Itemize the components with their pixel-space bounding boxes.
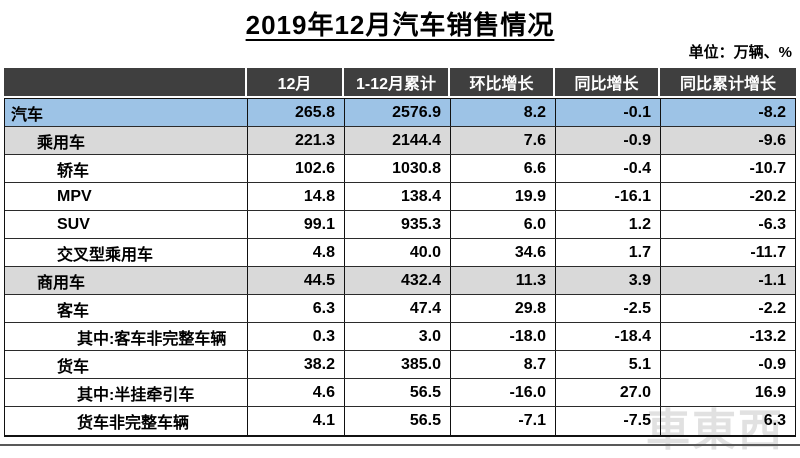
value-cell: 138.4 <box>345 183 451 210</box>
value-cell: 3.0 <box>345 323 451 350</box>
value-cell: 3.9 <box>556 267 661 294</box>
table-row: 轿车 102.6 1030.8 6.6 -0.4 -10.7 <box>5 155 795 183</box>
value-cell: 99.1 <box>248 211 345 238</box>
value-cell: -13.2 <box>749 327 786 345</box>
table-header-row: 12月 1-12月累计 环比增长 同比增长 同比累计增长 <box>4 68 796 96</box>
row-label: SUV <box>5 211 248 238</box>
value-cell: 2576.9 <box>345 99 451 126</box>
value-cell: 40.0 <box>345 239 451 266</box>
value-cell: 19.9 <box>451 183 556 210</box>
header-cell: 12月 <box>247 68 344 96</box>
value-cell: -6.3 <box>758 215 786 233</box>
value-cell: 56.5 <box>345 379 451 406</box>
row-label: MPV <box>5 183 248 210</box>
value-cell: 7.6 <box>451 127 556 154</box>
value-cell: 56.5 <box>345 407 451 435</box>
value-cell: -7.1 <box>451 407 556 435</box>
value-cell: -16.1 <box>556 183 661 210</box>
value-cell: 11.3 <box>451 267 556 294</box>
value-cell: -7.5 <box>556 407 661 435</box>
row-label: 交叉型乘用车 <box>5 239 248 266</box>
value-cell: 14.8 <box>248 183 345 210</box>
table-row: 货车非完整车辆 4.1 56.5 -7.1 -7.5 6.3 <box>5 407 795 435</box>
row-label: 货车 <box>5 351 248 378</box>
value-cell: -18.0 <box>451 323 556 350</box>
value-cell: -9.6 <box>758 131 786 149</box>
value-cell: 4.8 <box>248 239 345 266</box>
value-cell: 385.0 <box>345 351 451 378</box>
row-label: 其中:半挂牵引车 <box>5 379 248 406</box>
table-row: 客车 6.3 47.4 29.8 -2.5 -2.2 <box>5 295 795 323</box>
value-cell: 221.3 <box>248 127 345 154</box>
value-cell: -10.7 <box>749 159 786 177</box>
value-cell: 6.3 <box>248 295 345 322</box>
value-cell: 6.6 <box>451 155 556 182</box>
table-row: 汽车 265.8 2576.9 8.2 -0.1 -8.2 <box>5 99 795 127</box>
table-row: 其中:半挂牵引车 4.6 56.5 -16.0 27.0 16.9 <box>5 379 795 407</box>
value-cell: -2.5 <box>556 295 661 322</box>
value-cell: 2144.4 <box>345 127 451 154</box>
table-row: SUV 99.1 935.3 6.0 1.2 -6.3 <box>5 211 795 239</box>
value-cell: -11.7 <box>750 243 786 261</box>
header-cell: 同比累计增长 <box>679 76 776 93</box>
table-row: 其中:客车非完整车辆 0.3 3.0 -18.0 -18.4 -13.2 <box>5 323 795 351</box>
value-cell: 102.6 <box>248 155 345 182</box>
value-cell: 47.4 <box>345 295 451 322</box>
value-cell: -8.2 <box>758 103 786 121</box>
value-cell: -18.4 <box>556 323 661 350</box>
unit-note: 单位：万辆、% <box>688 44 792 61</box>
sales-table: 12月 1-12月累计 环比增长 同比增长 同比累计增长 汽车 265.8 2576.9 8.… <box>4 68 796 437</box>
row-label: 乘用车 <box>5 127 248 154</box>
value-cell: -16.0 <box>451 379 556 406</box>
row-label: 客车 <box>5 295 248 322</box>
value-cell: 8.7 <box>451 351 556 378</box>
page-title: 2019年12月汽车销售情况 <box>245 10 555 40</box>
value-cell: 6.3 <box>763 412 786 429</box>
table-row: 乘用车 221.3 2144.4 7.6 -0.9 -9.6 <box>5 127 795 155</box>
bottom-divider <box>0 444 800 446</box>
value-cell: 1.7 <box>556 239 661 266</box>
value-cell: -0.4 <box>556 155 661 182</box>
value-cell: 4.6 <box>248 379 345 406</box>
value-cell: -0.9 <box>556 127 661 154</box>
table-row: 商用车 44.5 432.4 11.3 3.9 -1.1 <box>5 267 795 295</box>
value-cell: 935.3 <box>345 211 451 238</box>
table-row: 货车 38.2 385.0 8.7 5.1 -0.9 <box>5 351 795 379</box>
value-cell: 44.5 <box>248 267 345 294</box>
header-cell: 环比增长 <box>450 68 555 96</box>
table-body: 汽车 265.8 2576.9 8.2 -0.1 -8.2 乘用车 221.3 2144.4 7.… <box>4 98 796 437</box>
value-cell: 29.8 <box>451 295 556 322</box>
table-row: 交叉型乘用车 4.8 40.0 34.6 1.7 -11.7 <box>5 239 795 267</box>
value-cell: 16.9 <box>754 383 786 401</box>
value-cell: 5.1 <box>556 351 661 378</box>
value-cell: 0.3 <box>248 323 345 350</box>
header-cell: 1-12月累计 <box>344 68 450 96</box>
row-label: 其中:客车非完整车辆 <box>5 323 248 350</box>
value-cell: 1030.8 <box>345 155 451 182</box>
value-cell: -1.1 <box>758 271 786 289</box>
value-cell: 1.2 <box>556 211 661 238</box>
value-cell: -0.9 <box>758 355 786 373</box>
table-row: MPV 14.8 138.4 19.9 -16.1 -20.2 <box>5 183 795 211</box>
header-cell: 同比增长 <box>555 68 660 96</box>
value-cell: 265.8 <box>248 99 345 126</box>
value-cell: -2.2 <box>758 299 786 317</box>
value-cell: 34.6 <box>451 239 556 266</box>
value-cell: -0.1 <box>556 99 661 126</box>
row-label: 汽车 <box>5 99 248 126</box>
value-cell: 27.0 <box>556 379 661 406</box>
row-label: 货车非完整车辆 <box>5 407 248 435</box>
value-cell: 432.4 <box>345 267 451 294</box>
row-label: 商用车 <box>5 267 248 294</box>
value-cell: -20.2 <box>749 187 786 205</box>
row-label: 轿车 <box>5 155 248 182</box>
value-cell: 38.2 <box>248 351 345 378</box>
value-cell: 4.1 <box>248 407 345 435</box>
value-cell: 6.0 <box>451 211 556 238</box>
watermark-logo: 車東西 <box>646 406 784 455</box>
value-cell: 8.2 <box>451 99 556 126</box>
header-cell-empty <box>4 68 247 96</box>
